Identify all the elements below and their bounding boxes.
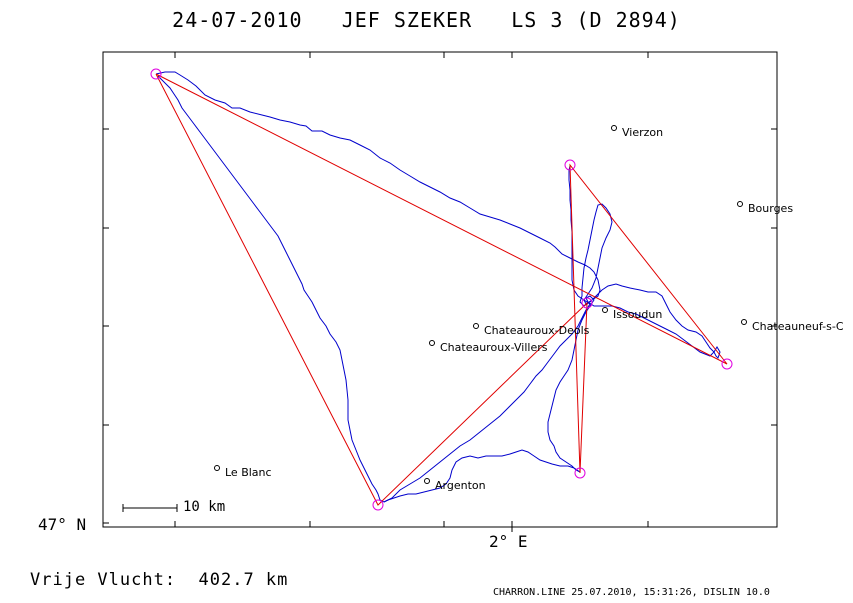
place-dot xyxy=(737,201,743,207)
title-glider: LS 3 (D 2894) xyxy=(511,8,681,32)
place-markers xyxy=(214,125,747,484)
place-label-vierzon: Vierzon xyxy=(622,126,664,139)
place-dot xyxy=(473,323,479,329)
map-title: 24-07-2010 JEF SZEKER LS 3 (D 2894) xyxy=(0,8,853,32)
place-dot xyxy=(611,125,617,131)
place-label-le-blanc: Le Blanc xyxy=(225,466,272,479)
turnpoint-marker xyxy=(721,358,733,370)
map-frame xyxy=(102,51,778,528)
place-dot xyxy=(741,319,747,325)
place-dot xyxy=(429,340,435,346)
scale-bar-label: 10 km xyxy=(183,499,226,515)
place-label-argenton: Argenton xyxy=(435,479,486,492)
scale-bar xyxy=(122,504,178,512)
place-dot xyxy=(424,478,430,484)
title-date: 24-07-2010 xyxy=(172,8,303,32)
distance-summary: Vrije Vlucht: 402.7 km xyxy=(30,570,289,590)
x-axis-label: 2° E xyxy=(489,532,528,551)
y-axis-label: 47° N xyxy=(38,515,87,534)
turnpoints xyxy=(150,68,733,511)
turnpoint-marker xyxy=(150,68,162,80)
turnpoint-marker xyxy=(372,499,384,511)
place-label-bourges: Bourges xyxy=(748,202,794,215)
tick-marks xyxy=(103,52,777,532)
place-label-chateauneuf: Chateauneuf-s-C xyxy=(752,320,844,333)
turnpoint-marker xyxy=(564,159,576,171)
turnpoint-marker xyxy=(581,297,593,309)
gps-track xyxy=(155,71,721,503)
task-line xyxy=(155,73,728,506)
footer-info: CHARRON.LINE 25.07.2010, 15:31:26, DISLI… xyxy=(493,587,770,598)
place-label-chateauroux-deols: Chateauroux-Deols xyxy=(484,324,590,337)
turnpoint-marker xyxy=(574,467,586,479)
place-dot xyxy=(602,307,608,313)
place-label-chateauroux-villers: Chateauroux-Villers xyxy=(440,341,548,354)
place-dot xyxy=(214,465,220,471)
place-label-issoudun: Issoudun xyxy=(613,308,663,321)
title-pilot: JEF SZEKER xyxy=(341,8,473,32)
